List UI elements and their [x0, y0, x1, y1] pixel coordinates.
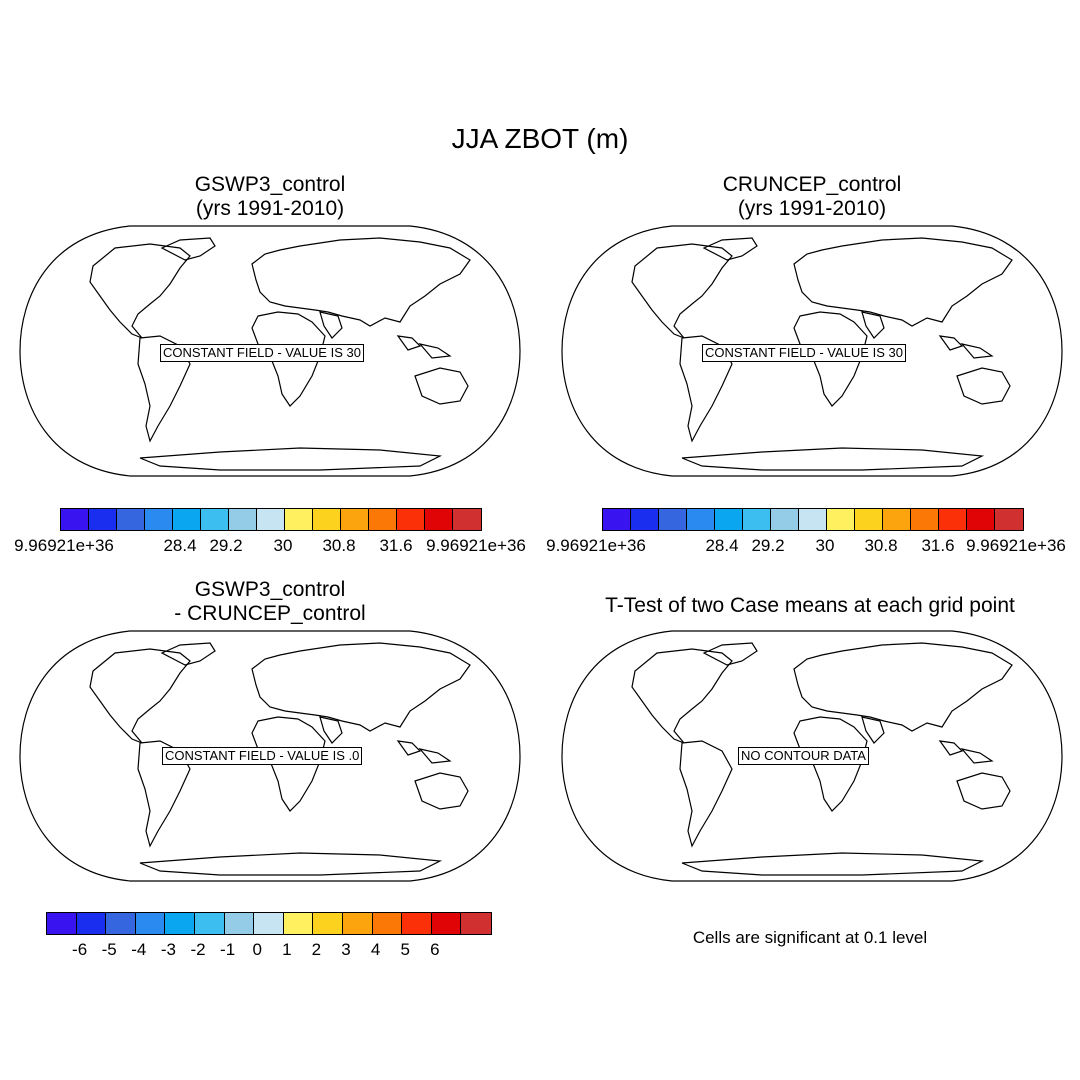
no-contour-label: NO CONTOUR DATA — [738, 747, 869, 765]
colorbar-tick-label: 30 — [273, 536, 293, 555]
colorbar-swatch — [397, 509, 425, 530]
colorbar-swatch — [369, 509, 397, 530]
colorbar-swatch — [313, 509, 341, 530]
colorbar-swatch — [372, 913, 403, 934]
colorbar-swatch — [453, 509, 481, 530]
colorbar-tick-label: 29.2 — [751, 536, 785, 555]
colorbar-swatch — [61, 509, 89, 530]
colorbar-swatch — [771, 509, 799, 530]
colorbar-swatch — [425, 509, 453, 530]
colorbar-tick-label: 2 — [311, 940, 322, 959]
panel-title-line2: - CRUNCEP_control — [174, 602, 366, 625]
colorbar-swatch — [145, 509, 173, 530]
colorbar-swatch — [659, 509, 687, 530]
colorbar-swatch — [967, 509, 995, 530]
colorbar-swatch — [687, 509, 715, 530]
colorbar-swatch — [342, 913, 373, 934]
colorbar-tick-label: 4 — [370, 940, 381, 959]
map-gswp3: CONSTANT FIELD - VALUE IS 30 — [18, 224, 522, 478]
colorbar-swatch — [89, 509, 117, 530]
colorbar-tick-label: 6 — [430, 940, 440, 959]
colorbar-swatch — [855, 509, 883, 530]
map-cruncep: CONSTANT FIELD - VALUE IS 30 — [560, 224, 1064, 478]
colorbar-swatch — [47, 913, 77, 934]
colorbar-tick-label: 31.6 — [379, 536, 413, 555]
colorbar-tick-label: 28.4 — [705, 536, 739, 555]
constant-field-label: CONSTANT FIELD - VALUE IS 30 — [160, 344, 364, 362]
colorbar-tick-label: 9.96921e+36 — [14, 536, 114, 555]
panel-title-cruncep: CRUNCEP_control (yrs 1991-2010) — [662, 173, 962, 221]
colorbar-tick-label: 3 — [341, 940, 351, 959]
panel-title-line1: GSWP3_control — [194, 578, 346, 601]
colorbar-swatch — [431, 913, 462, 934]
map-ttest: NO CONTOUR DATA — [560, 629, 1064, 883]
constant-field-label: CONSTANT FIELD - VALUE IS 30 — [702, 344, 906, 362]
colorbar-swatch — [631, 509, 659, 530]
colorbar-swatch — [461, 913, 491, 934]
panel-title-gswp3: GSWP3_control (yrs 1991-2010) — [120, 173, 420, 221]
colorbar-swatch — [76, 913, 107, 934]
colorbar-tick-label: 29.2 — [209, 536, 243, 555]
colorbar-tick-label: -2 — [190, 940, 206, 959]
colorbar-swatch — [939, 509, 967, 530]
colorbar-tick-label: 31.6 — [921, 536, 955, 555]
colorbar-swatch — [117, 509, 145, 530]
colorbar-swatch — [743, 509, 771, 530]
colorbar-swatch — [402, 913, 432, 934]
colorbar-swatch — [995, 509, 1023, 530]
panel-title-line1: CRUNCEP_control — [722, 173, 902, 196]
panel-title-difference: GSWP3_control - CRUNCEP_control — [120, 578, 420, 626]
colorbar-tick-label: 0 — [252, 940, 262, 959]
colorbar-tick-label: -3 — [160, 940, 176, 959]
colorbar-swatch — [285, 509, 313, 530]
colorbar-swatch — [201, 509, 229, 530]
colorbar-swatch — [799, 509, 827, 530]
main-title: JJA ZBOT (m) — [451, 123, 629, 154]
colorbar-tick-label: -4 — [131, 940, 147, 959]
map-difference: CONSTANT FIELD - VALUE IS .0 — [18, 629, 522, 883]
colorbar-tick-label: -1 — [220, 940, 236, 959]
colorbar-tick-label: 9.96921e+36 — [966, 536, 1066, 555]
colorbar-swatch — [229, 509, 257, 530]
panel-title-line2: (yrs 1991-2010) — [737, 197, 887, 220]
colorbar-tick-label: -5 — [101, 940, 117, 959]
colorbar-tick-label: 5 — [400, 940, 410, 959]
colorbar-tick-label: 30 — [815, 536, 835, 555]
colorbar-swatch — [911, 509, 939, 530]
colorbar-swatch — [341, 509, 369, 530]
colorbar-swatch — [224, 913, 255, 934]
colorbar-swatch — [827, 509, 855, 530]
colorbar-swatch — [173, 509, 201, 530]
colorbar-tick-label: 1 — [282, 940, 292, 959]
colorbar-swatch — [603, 509, 631, 530]
constant-field-label: CONSTANT FIELD - VALUE IS .0 — [162, 747, 363, 765]
colorbar-tick-label: 9.96921e+36 — [426, 536, 526, 555]
colorbar-swatch — [194, 913, 225, 934]
colorbar-swatch — [165, 913, 195, 934]
colorbar-difference — [46, 912, 492, 935]
colorbar-swatch — [135, 913, 166, 934]
colorbar-swatch — [715, 509, 743, 530]
colorbar-swatch — [313, 913, 343, 934]
colorbar-cruncep — [602, 508, 1024, 531]
colorbar-tick-label: 30.8 — [322, 536, 356, 555]
colorbar-swatch — [883, 509, 911, 530]
panel-title-line2: (yrs 1991-2010) — [195, 197, 345, 220]
colorbar-swatch — [254, 913, 284, 934]
colorbar-swatch — [257, 509, 285, 530]
colorbar-tick-label: 9.96921e+36 — [546, 536, 646, 555]
colorbar-gswp3 — [60, 508, 482, 531]
significance-note: Cells are significant at 0.1 level — [692, 928, 928, 947]
colorbar-swatch — [283, 913, 314, 934]
colorbar-tick-label: -6 — [72, 940, 88, 959]
colorbar-tick-label: 28.4 — [163, 536, 197, 555]
panel-title-line1: GSWP3_control — [194, 173, 346, 196]
panel-title-ttest: T-Test of two Case means at each grid po… — [605, 594, 1015, 617]
colorbar-swatch — [106, 913, 136, 934]
colorbar-tick-label: 30.8 — [864, 536, 898, 555]
